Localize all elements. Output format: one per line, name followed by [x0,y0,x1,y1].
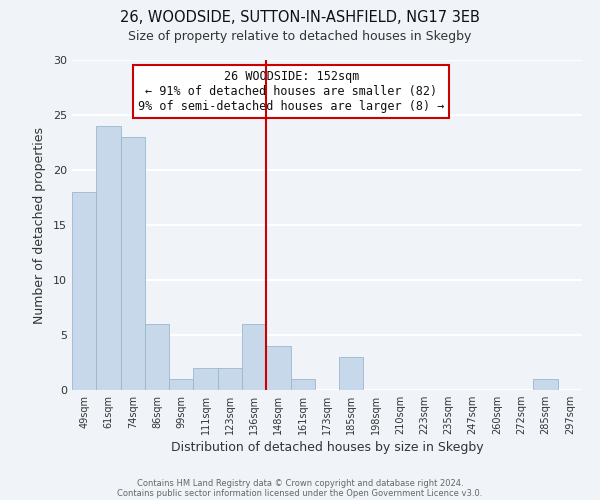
Bar [339,357,364,390]
Bar [266,346,290,390]
X-axis label: Distribution of detached houses by size in Skegby: Distribution of detached houses by size … [170,442,484,454]
Y-axis label: Number of detached properties: Number of detached properties [33,126,46,324]
Bar [242,324,266,390]
Bar [72,192,96,390]
Text: 26, WOODSIDE, SUTTON-IN-ASHFIELD, NG17 3EB: 26, WOODSIDE, SUTTON-IN-ASHFIELD, NG17 3… [120,10,480,25]
Text: Size of property relative to detached houses in Skegby: Size of property relative to detached ho… [128,30,472,43]
Bar [218,368,242,390]
Bar [121,137,145,390]
Text: 26 WOODSIDE: 152sqm
← 91% of detached houses are smaller (82)
9% of semi-detache: 26 WOODSIDE: 152sqm ← 91% of detached ho… [138,70,445,113]
Bar [169,379,193,390]
Bar [96,126,121,390]
Text: Contains HM Land Registry data © Crown copyright and database right 2024.: Contains HM Land Registry data © Crown c… [137,478,463,488]
Bar [145,324,169,390]
Bar [290,379,315,390]
Bar [533,379,558,390]
Bar [193,368,218,390]
Text: Contains public sector information licensed under the Open Government Licence v3: Contains public sector information licen… [118,488,482,498]
